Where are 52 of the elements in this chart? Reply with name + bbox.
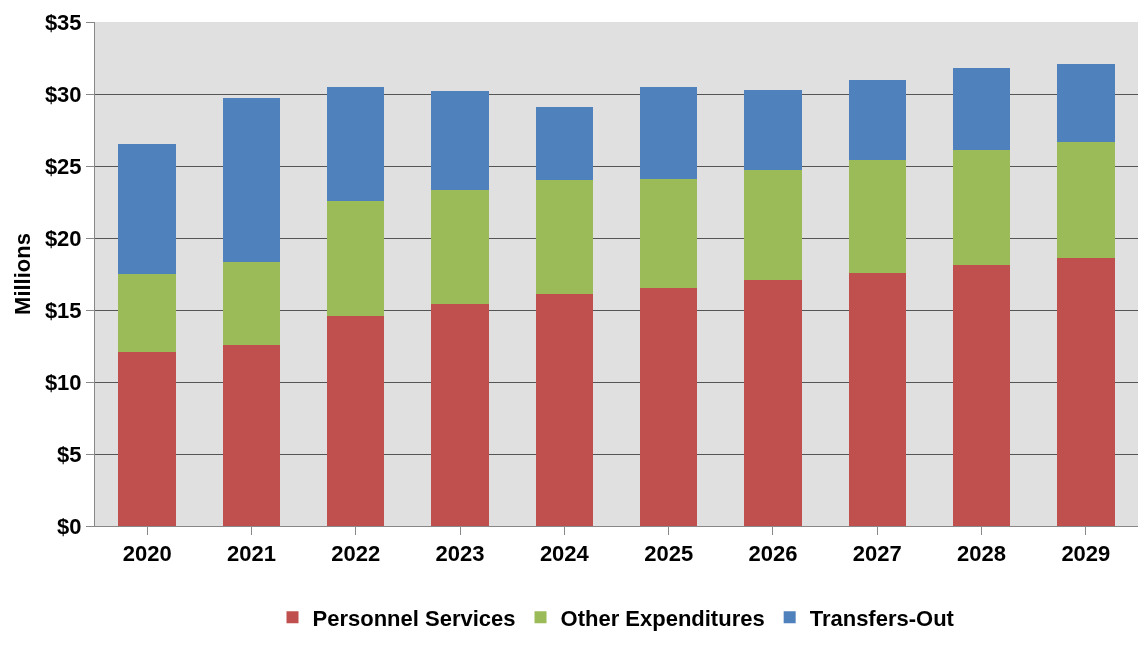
- bar: [848, 79, 906, 161]
- bar: [744, 279, 802, 526]
- bar: [744, 89, 802, 171]
- x-tick-label: 2028: [957, 541, 1007, 567]
- bar: [639, 86, 698, 179]
- bar: [535, 180, 594, 295]
- bar: [327, 86, 385, 201]
- x-tick-label: 2022: [331, 541, 381, 567]
- bar: [431, 91, 489, 191]
- x-tick-label: 2025: [644, 541, 694, 567]
- bar: [118, 351, 176, 526]
- y-tick-label: $20: [44, 225, 82, 251]
- bar: [952, 150, 1011, 266]
- y-axis-title: Millions: [9, 233, 35, 315]
- x-tick-label: 2020: [122, 541, 172, 567]
- bar: [848, 160, 906, 273]
- legend-label: Transfers-Out: [809, 605, 955, 631]
- y-tick-label: $15: [44, 297, 82, 323]
- bar: [222, 98, 281, 263]
- x-tick-label: 2027: [852, 541, 902, 567]
- x-tick-label: 2023: [435, 541, 485, 567]
- bar: [431, 304, 489, 526]
- legend-label: Personnel Services: [312, 605, 516, 631]
- bar: [952, 68, 1011, 151]
- bar: [431, 190, 489, 305]
- bar: [222, 344, 281, 526]
- x-tick-label: 2021: [226, 541, 276, 567]
- bar: [1057, 258, 1115, 526]
- y-tick-label: $5: [57, 441, 82, 467]
- bar: [535, 106, 594, 181]
- bar: [327, 200, 385, 316]
- bar: [1057, 141, 1115, 259]
- y-tick-label: $30: [44, 81, 82, 107]
- x-tick-label: 2024: [539, 541, 590, 567]
- y-tick-label: $0: [57, 513, 82, 539]
- x-tick-label: 2029: [1061, 541, 1111, 567]
- legend-label: Other Expenditures: [560, 605, 765, 631]
- bar: [848, 272, 906, 526]
- y-tick-label: $10: [44, 369, 82, 395]
- bar: [118, 274, 176, 352]
- bar: [952, 265, 1011, 526]
- bar: [639, 178, 698, 289]
- bar: [1057, 63, 1115, 142]
- bar: [118, 144, 176, 274]
- y-tick-label: $25: [44, 153, 82, 179]
- bar: [327, 315, 385, 526]
- bar: [639, 288, 698, 526]
- bar: [535, 294, 594, 526]
- bar: [744, 170, 802, 280]
- x-tick-label: 2026: [748, 541, 798, 567]
- y-tick-label: $35: [44, 9, 82, 35]
- bar: [222, 262, 281, 345]
